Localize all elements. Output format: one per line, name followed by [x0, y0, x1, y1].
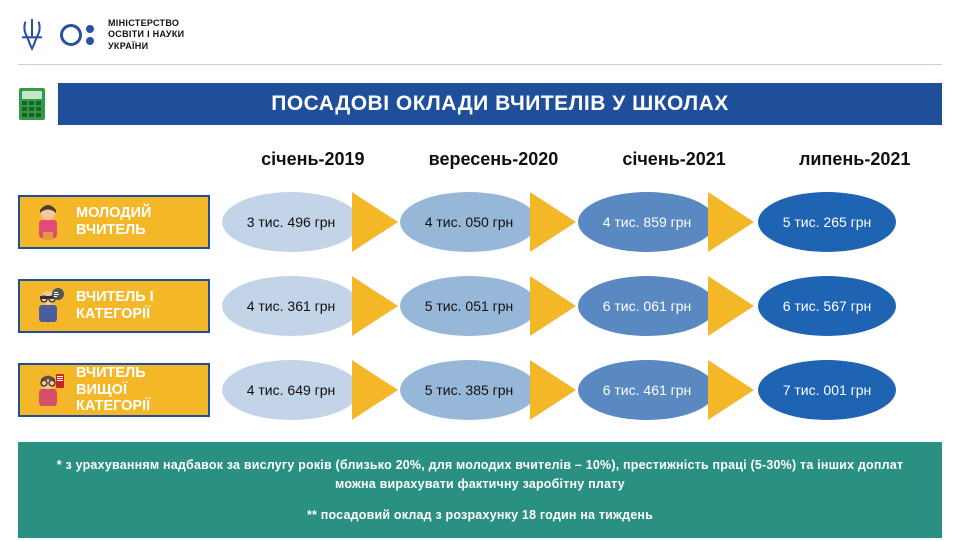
arrow-icon [352, 276, 398, 336]
salary-ellipse: 4 тис. 361 грн [222, 276, 360, 336]
footnote-line1: * з урахуванням надбавок за вислугу рокі… [46, 456, 914, 494]
ministry-line1: МІНІСТЕРСТВО [108, 18, 184, 29]
arrow-icon [708, 276, 754, 336]
value-flow: 3 тис. 496 грн 4 тис. 050 грн 4 тис. 859… [218, 187, 942, 257]
page-title: ПОСАДОВІ ОКЛАДИ ВЧИТЕЛІВ У ШКОЛАХ [58, 83, 942, 125]
period-headers: січень-2019 вересень-2020 січень-2021 ли… [18, 149, 942, 170]
salary-ellipse: 4 тис. 649 грн [222, 360, 360, 420]
footnote: * з урахуванням надбавок за вислугу рокі… [18, 442, 942, 538]
ministry-line2: ОСВІТИ І НАУКИ [108, 29, 184, 40]
title-row: ПОСАДОВІ ОКЛАДИ ВЧИТЕЛІВ У ШКОЛАХ [18, 83, 942, 125]
table-row: МОЛОДИЙ ВЧИТЕЛЬ 3 тис. 496 грн 4 тис. 05… [18, 184, 942, 260]
teacher-cat1-icon [30, 286, 66, 326]
salary-ellipse: 7 тис. 001 грн [758, 360, 896, 420]
ministry-line3: УКРАЇНИ [108, 41, 184, 52]
salary-ellipse: 6 тис. 567 грн [758, 276, 896, 336]
table-row: ВЧИТЕЛЬ ВИЩОЇ КАТЕГОРІЇ 4 тис. 649 грн 5… [18, 352, 942, 428]
salary-ellipse: 5 тис. 385 грн [400, 360, 538, 420]
header: МІНІСТЕРСТВО ОСВІТИ І НАУКИ УКРАЇНИ [18, 12, 942, 58]
period-header: липень-2021 [767, 149, 942, 170]
period-header: вересень-2020 [406, 149, 581, 170]
arrow-icon [708, 360, 754, 420]
ministry-logo-icon [60, 24, 94, 46]
ministry-name: МІНІСТЕРСТВО ОСВІТИ І НАУКИ УКРАЇНИ [108, 18, 184, 52]
category-label: ВЧИТЕЛЬ ВИЩОЇ КАТЕГОРІЇ [18, 363, 210, 417]
arrow-icon [530, 192, 576, 252]
trident-icon [18, 19, 46, 51]
header-rule [18, 64, 942, 65]
salary-ellipse: 3 тис. 496 грн [222, 192, 360, 252]
salary-ellipse: 6 тис. 461 грн [578, 360, 716, 420]
category-label: МОЛОДИЙ ВЧИТЕЛЬ [18, 195, 210, 249]
table-rows: МОЛОДИЙ ВЧИТЕЛЬ 3 тис. 496 грн 4 тис. 05… [18, 184, 942, 428]
arrow-icon [708, 192, 754, 252]
category-text: МОЛОДИЙ ВЧИТЕЛЬ [76, 205, 198, 238]
arrow-icon [352, 192, 398, 252]
period-header: січень-2021 [587, 149, 762, 170]
calculator-icon [18, 87, 46, 121]
salary-ellipse: 5 тис. 051 грн [400, 276, 538, 336]
category-text: ВЧИТЕЛЬ І КАТЕГОРІЇ [76, 289, 198, 322]
footnote-line2: ** посадовий оклад з розрахунку 18 годин… [46, 506, 914, 525]
period-header: січень-2019 [226, 149, 401, 170]
salary-ellipse: 4 тис. 050 грн [400, 192, 538, 252]
category-text: ВЧИТЕЛЬ ВИЩОЇ КАТЕГОРІЇ [76, 365, 198, 415]
arrow-icon [530, 360, 576, 420]
teacher-young-icon [30, 202, 66, 242]
arrow-icon [530, 276, 576, 336]
value-flow: 4 тис. 649 грн 5 тис. 385 грн 6 тис. 461… [218, 355, 942, 425]
salary-ellipse: 4 тис. 859 грн [578, 192, 716, 252]
slide: МІНІСТЕРСТВО ОСВІТИ І НАУКИ УКРАЇНИ ПОСА… [0, 0, 960, 541]
teacher-top-icon [30, 370, 66, 410]
value-flow: 4 тис. 361 грн 5 тис. 051 грн 6 тис. 061… [218, 271, 942, 341]
salary-ellipse: 6 тис. 061 грн [578, 276, 716, 336]
category-label: ВЧИТЕЛЬ І КАТЕГОРІЇ [18, 279, 210, 333]
arrow-icon [352, 360, 398, 420]
salary-ellipse: 5 тис. 265 грн [758, 192, 896, 252]
table-row: ВЧИТЕЛЬ І КАТЕГОРІЇ 4 тис. 361 грн 5 тис… [18, 268, 942, 344]
